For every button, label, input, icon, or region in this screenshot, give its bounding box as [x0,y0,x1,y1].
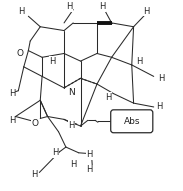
Text: Abs: Abs [124,117,140,126]
Text: H: H [49,57,55,66]
Text: H: H [68,121,74,130]
Text: H: H [99,2,106,11]
Text: N: N [68,88,75,97]
Text: H: H [87,150,93,159]
Text: H: H [9,116,15,125]
Text: H: H [105,93,111,102]
Text: H: H [156,102,162,112]
Text: H: H [158,74,164,83]
Text: H: H [66,2,73,11]
FancyBboxPatch shape [111,110,153,133]
Text: O: O [17,49,24,58]
Text: H: H [31,170,37,179]
Text: O: O [31,119,38,128]
Text: H: H [136,57,142,66]
Text: H: H [18,7,24,16]
Text: H: H [143,7,150,16]
Text: H: H [52,148,58,157]
Text: H: H [9,89,15,98]
Text: H: H [87,165,93,175]
Text: H: H [70,160,76,169]
